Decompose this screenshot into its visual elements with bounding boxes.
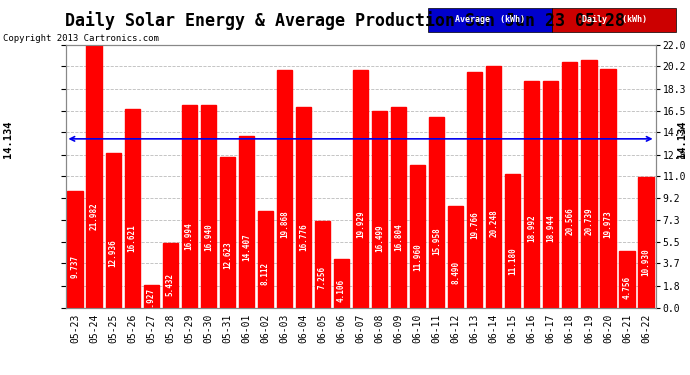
Text: 11.180: 11.180 (509, 247, 518, 274)
Text: Copyright 2013 Cartronics.com: Copyright 2013 Cartronics.com (3, 34, 159, 43)
Text: Daily   (kWh): Daily (kWh) (582, 15, 647, 24)
Text: 14.134: 14.134 (677, 120, 687, 158)
Bar (124, 109, 140, 307)
Bar (277, 70, 292, 308)
Bar (334, 258, 349, 308)
Bar (68, 191, 83, 308)
Text: 1.927: 1.927 (147, 288, 156, 311)
Text: 20.566: 20.566 (565, 208, 574, 236)
Text: 20.739: 20.739 (584, 207, 593, 235)
Bar (144, 285, 159, 308)
Bar (296, 107, 311, 308)
Bar (163, 243, 178, 308)
Text: 21.982: 21.982 (90, 202, 99, 229)
Bar (581, 60, 597, 308)
Text: 4.756: 4.756 (622, 276, 631, 299)
Bar (486, 66, 502, 308)
Text: 16.499: 16.499 (375, 225, 384, 252)
Bar (239, 136, 254, 308)
Text: 16.776: 16.776 (299, 224, 308, 251)
Bar (600, 69, 615, 308)
Text: 5.432: 5.432 (166, 273, 175, 296)
Text: 18.944: 18.944 (546, 214, 555, 242)
Text: 12.936: 12.936 (108, 240, 117, 267)
Bar (505, 174, 520, 308)
Bar (372, 111, 387, 308)
Text: 16.621: 16.621 (128, 224, 137, 252)
Text: 16.994: 16.994 (185, 223, 194, 251)
Bar (448, 206, 463, 308)
Bar (315, 221, 330, 308)
Bar (562, 62, 578, 308)
Bar (219, 157, 235, 308)
Text: 12.623: 12.623 (223, 241, 232, 268)
Bar (410, 165, 425, 308)
Text: 11.960: 11.960 (413, 244, 422, 272)
Text: 19.868: 19.868 (280, 211, 289, 238)
Bar (391, 107, 406, 307)
Text: 16.804: 16.804 (394, 224, 403, 251)
Text: 4.106: 4.106 (337, 279, 346, 302)
Text: Average  (kWh): Average (kWh) (455, 15, 525, 24)
Text: 15.958: 15.958 (432, 227, 441, 255)
Bar (201, 105, 216, 308)
Text: 8.112: 8.112 (261, 262, 270, 285)
Text: 16.940: 16.940 (204, 223, 213, 251)
Bar (86, 45, 101, 308)
Text: 7.256: 7.256 (318, 266, 327, 289)
Bar (638, 177, 653, 308)
Text: 20.248: 20.248 (489, 209, 498, 237)
Text: 19.929: 19.929 (356, 210, 365, 238)
Text: 9.737: 9.737 (70, 255, 79, 278)
Bar (524, 81, 540, 308)
Bar (353, 70, 368, 308)
Text: 19.973: 19.973 (604, 210, 613, 238)
Bar (106, 153, 121, 308)
Bar (467, 72, 482, 308)
Bar (258, 211, 273, 308)
Text: 8.490: 8.490 (451, 261, 460, 284)
Bar (429, 117, 444, 308)
Text: Daily Solar Energy & Average Production Sun Jun 23 05:28: Daily Solar Energy & Average Production … (65, 11, 625, 30)
Text: 14.134: 14.134 (3, 120, 13, 158)
Bar (181, 105, 197, 308)
Text: 10.930: 10.930 (642, 248, 651, 276)
Bar (620, 251, 635, 308)
Text: 18.992: 18.992 (527, 214, 536, 242)
Bar (543, 81, 558, 308)
Text: 14.407: 14.407 (241, 234, 251, 261)
Text: 19.766: 19.766 (470, 211, 480, 239)
